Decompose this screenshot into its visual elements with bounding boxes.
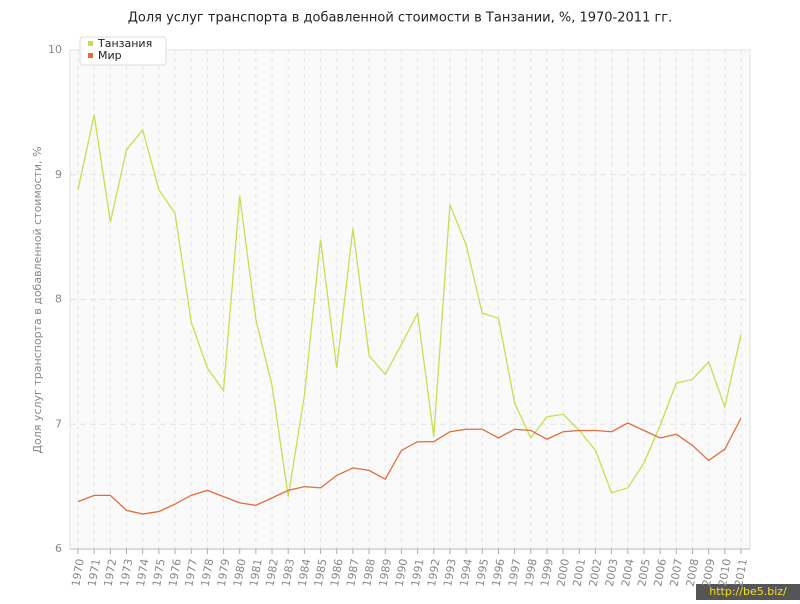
x-tick-label: 2008	[684, 558, 702, 588]
legend-marker	[88, 41, 93, 46]
x-tick-label: 1996	[490, 558, 508, 588]
x-tick-label: 1991	[409, 558, 427, 588]
x-tick-label: 1994	[457, 558, 475, 588]
x-tick-label: 2009	[700, 558, 718, 588]
x-tick-label: 2010	[716, 558, 734, 588]
x-tick-label: 1984	[296, 558, 314, 588]
y-tick-label: 8	[55, 293, 62, 306]
x-tick-label: 1971	[85, 558, 103, 588]
series-line	[77, 114, 742, 497]
x-tick-label: 1975	[150, 558, 168, 588]
x-tick-label: 2004	[619, 558, 637, 588]
x-tick-label: 1977	[182, 558, 200, 588]
y-tick-label: 6	[55, 542, 62, 555]
x-tick-label: 1982	[263, 558, 281, 588]
x-tick-label: 1992	[425, 558, 443, 588]
x-tick-label: 1970	[69, 558, 87, 588]
x-tick-label: 2006	[651, 558, 669, 588]
x-tick-label: 1999	[538, 558, 556, 588]
x-tick-label: 2000	[554, 558, 572, 588]
x-tick-label: 1973	[118, 558, 136, 588]
x-tick-label: 2003	[603, 558, 621, 588]
legend-label: Мир	[98, 49, 122, 62]
x-tick-label: 2002	[587, 558, 605, 588]
x-tick-label: 1974	[134, 558, 152, 588]
x-tick-label: 1983	[279, 558, 297, 588]
x-tick-label: 1987	[344, 558, 362, 588]
x-tick-label: 2007	[668, 558, 686, 588]
x-tick-label: 2011	[732, 558, 750, 588]
y-axis-label: Доля услуг транспорта в добавленной стои…	[31, 146, 44, 453]
x-tick-label: 1997	[506, 558, 524, 588]
watermark: http://be5.biz/	[709, 585, 787, 598]
y-tick-label: 9	[55, 168, 62, 181]
x-tick-label: 1976	[166, 558, 184, 588]
chart-title: Доля услуг транспорта в добавленной стои…	[128, 11, 673, 26]
x-tick-label: 2005	[635, 558, 653, 588]
x-tick-label: 1988	[360, 558, 378, 588]
y-tick-label: 10	[48, 43, 62, 56]
x-tick-label: 1978	[199, 558, 217, 588]
x-tick-label: 1979	[215, 558, 233, 588]
x-tick-label: 1990	[393, 558, 411, 588]
legend-box	[79, 36, 167, 66]
series-line	[77, 417, 742, 515]
x-tick-label: 1980	[231, 558, 249, 588]
y-tick-label: 7	[55, 417, 62, 430]
x-tick-label: 1972	[102, 558, 120, 588]
x-tick-label: 2001	[571, 558, 589, 588]
x-tick-label: 1981	[247, 558, 265, 588]
x-tick-label: 1989	[376, 558, 394, 588]
x-tick-label: 1985	[312, 558, 330, 588]
x-tick-label: 1998	[522, 558, 540, 588]
legend-marker	[88, 53, 93, 58]
x-tick-label: 1995	[474, 558, 492, 588]
watermark-bg	[696, 584, 800, 600]
legend-label: Танзания	[97, 37, 152, 50]
x-tick-label: 1986	[328, 558, 346, 588]
x-tick-label: 1993	[441, 558, 459, 588]
